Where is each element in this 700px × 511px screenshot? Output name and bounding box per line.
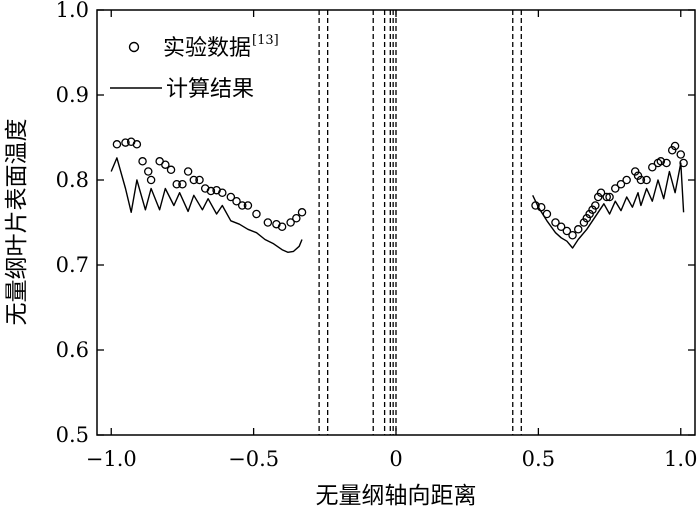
experiment-point	[670, 141, 680, 151]
experiment-point	[232, 196, 241, 206]
experiment-point	[297, 208, 307, 217]
experiment-point	[585, 209, 594, 219]
calc-series	[110, 157, 685, 254]
experiment-point	[542, 209, 552, 219]
experiment-point	[591, 201, 600, 210]
experiment-point	[206, 186, 216, 196]
experiment-point	[579, 218, 589, 227]
divider-lines	[318, 10, 522, 435]
experiment-point	[596, 188, 606, 197]
experiment-point	[132, 140, 142, 149]
experiment-point	[648, 162, 657, 172]
experiment-point	[667, 145, 677, 155]
experiment-point	[277, 222, 287, 231]
experiment-point	[656, 157, 666, 166]
experiment-point	[622, 175, 631, 185]
y-tick-label: 1.0	[56, 0, 89, 22]
experiment-point	[568, 230, 577, 240]
experiment-point	[161, 160, 170, 169]
experiment-point	[605, 192, 614, 202]
experiment-point	[630, 167, 640, 176]
experiment-point	[616, 179, 626, 189]
legend-experiment-label: 实验数据	[163, 36, 251, 61]
experiment-point	[676, 150, 686, 159]
experiment-point	[602, 192, 611, 202]
legend-calc-label: 计算结果	[166, 77, 254, 102]
experiment-point	[292, 213, 301, 223]
experiment-point	[642, 175, 651, 185]
y-tick-label: 0.7	[56, 253, 89, 277]
experiment-point	[662, 158, 671, 168]
calc-line-segment-0	[110, 157, 303, 254]
experiment-point	[636, 175, 646, 185]
y-tick-label: 0.5	[56, 423, 89, 447]
experiment-point	[593, 192, 603, 202]
experiment-point	[183, 167, 193, 176]
y-tick-label: 0.9	[56, 83, 89, 107]
legend-experiment-marker	[128, 41, 140, 53]
x-tick-label: 0.5	[522, 447, 555, 471]
y-tick-label: 0.8	[56, 168, 89, 192]
experiment-point	[263, 218, 273, 227]
experiment-point	[226, 192, 236, 202]
experiment-point	[178, 179, 187, 189]
experiment-point	[286, 218, 295, 227]
experiment-point	[551, 218, 560, 227]
experiment-point	[588, 205, 597, 214]
experiment-point	[144, 167, 153, 176]
experiment-point	[146, 175, 156, 185]
x-tick-label: −0.5	[228, 447, 279, 471]
x-tick-label: −1.0	[86, 447, 137, 471]
y-tick-label: 0.6	[56, 338, 89, 362]
x-axis: −1.0 −0.5 0 0.5 1.0	[86, 10, 697, 471]
legend-experiment-ref: [13]	[252, 33, 279, 48]
experiment-point	[531, 201, 540, 210]
x-tick-label: 1.0	[664, 447, 697, 471]
legend: 实验数据 [13] 计算结果	[110, 33, 279, 102]
calc-line-segment-1	[532, 162, 685, 249]
experiment-point	[166, 165, 176, 175]
experiment-series	[112, 137, 688, 240]
experiment-point	[679, 158, 688, 168]
experiment-point	[536, 202, 546, 212]
experiment-point	[189, 175, 199, 185]
y-axis-title: 无量纲叶片表面温度	[4, 119, 30, 326]
x-axis-title: 无量纲轴向距离	[316, 483, 477, 509]
experiment-point	[582, 213, 592, 223]
experiment-point	[243, 201, 253, 210]
experiment-point	[573, 225, 583, 234]
experiment-point	[138, 157, 147, 166]
experiment-point	[252, 209, 261, 219]
experiment-point	[562, 226, 572, 236]
experiment-point	[611, 184, 620, 193]
experiment-point	[112, 140, 122, 149]
experiment-point	[195, 175, 204, 185]
experiment-point	[218, 188, 227, 197]
experiment-point	[556, 222, 566, 231]
experiment-point	[633, 171, 643, 180]
y-axis: 0.5 0.6 0.7 0.8 0.9 1.0	[56, 0, 695, 447]
experiment-point	[172, 179, 181, 189]
x-tick-label: 0	[389, 447, 402, 471]
experiment-point	[121, 138, 130, 147]
experiment-point	[237, 201, 247, 210]
